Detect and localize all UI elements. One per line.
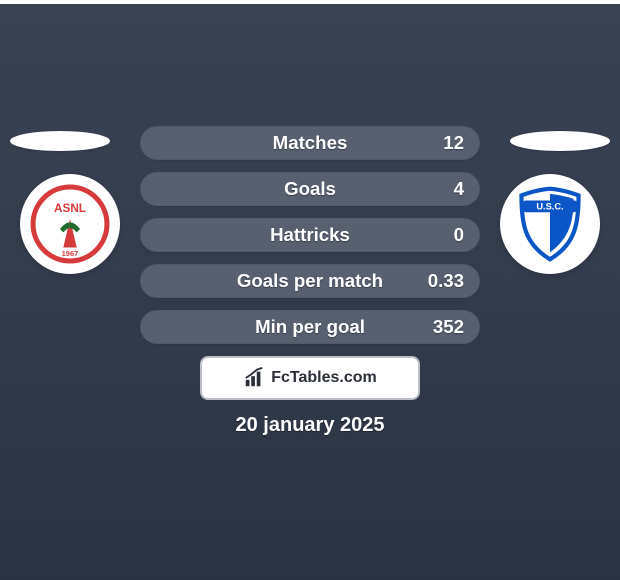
fctables-brand[interactable]: FcTables.com: [200, 356, 420, 400]
stat-row: Hattricks 0: [140, 218, 480, 252]
player-2-ellipse: [510, 131, 610, 151]
stat-value: 12: [443, 132, 464, 154]
player-1-ellipse: [10, 131, 110, 151]
stat-value: 4: [454, 178, 464, 200]
stat-label: Hattricks: [270, 224, 350, 246]
asnl-crest-icon: ASNL 1967: [28, 182, 112, 266]
stat-value: 0.33: [428, 270, 464, 292]
stat-label: Goals: [284, 178, 336, 200]
stat-row: Goals per match 0.33: [140, 264, 480, 298]
usc-crest-icon: U.S.C.: [508, 182, 592, 266]
stat-value: 0: [454, 224, 464, 246]
stat-row: Goals 4: [140, 172, 480, 206]
stat-label: Matches: [273, 132, 348, 154]
svg-text:ASNL: ASNL: [54, 202, 86, 215]
brand-text: FcTables.com: [271, 369, 377, 387]
stat-row: Matches 12: [140, 126, 480, 160]
svg-text:1967: 1967: [62, 249, 79, 258]
bar-chart-icon: [243, 367, 265, 389]
svg-text:U.S.C.: U.S.C.: [536, 202, 563, 212]
stats-block: Matches 12 Goals 4 Hattricks 0 Goals per match…: [140, 126, 480, 356]
footer-date: 20 january 2025: [0, 414, 620, 437]
stat-label: Min per goal: [255, 316, 365, 338]
club-crest-left: ASNL 1967: [20, 174, 120, 274]
stat-label: Goals per match: [237, 270, 383, 292]
stat-row: Min per goal 352: [140, 310, 480, 344]
stat-value: 352: [433, 316, 464, 338]
club-crest-right: U.S.C.: [500, 174, 600, 274]
